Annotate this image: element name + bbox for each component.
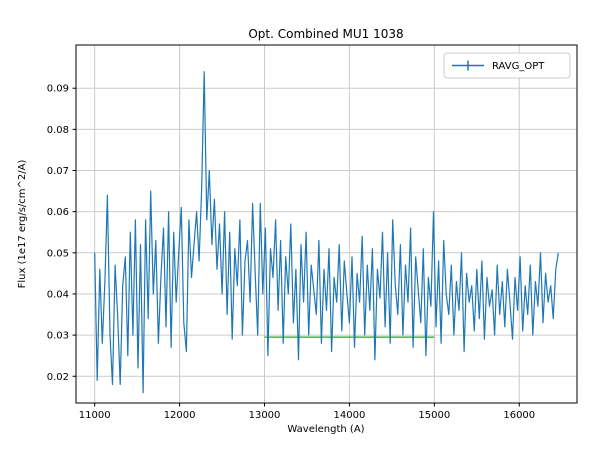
y-tick-label: 0.08 [47, 125, 69, 136]
y-tick-label: 0.07 [47, 166, 69, 177]
x-tick-label: 12000 [164, 410, 196, 421]
x-tick-label: 15000 [418, 410, 450, 421]
y-tick-label: 0.05 [47, 248, 69, 259]
x-tick-label: 14000 [334, 410, 366, 421]
plot-layers: 11000 12000 13000 14000 15000 16000 0.02 0.03 0.… [47, 44, 578, 421]
y-tick-label: 0.06 [47, 207, 69, 218]
x-tick-label: 16000 [503, 410, 535, 421]
legend: RAVG_OPT [443, 52, 571, 79]
x-tick-label: 11000 [79, 410, 111, 421]
x-axis-label: Wavelength (A) [287, 424, 364, 435]
legend-entry-label: RAVG_OPT [492, 61, 545, 72]
chart-title: Opt. Combined MU1 1038 [248, 27, 403, 41]
y-tick-label: 0.02 [47, 372, 69, 383]
y-tick-label: 0.04 [47, 289, 69, 300]
legend-box [443, 52, 571, 79]
y-tick-label: 0.09 [47, 84, 69, 95]
x-tick-label: 13000 [249, 410, 281, 421]
spectrum-line [94, 71, 559, 394]
y-axis-label: Flux (1e17 erg/s/cm^2/A) [17, 160, 28, 289]
y-tick-label: 0.03 [47, 331, 69, 342]
axes-border [75, 44, 578, 404]
